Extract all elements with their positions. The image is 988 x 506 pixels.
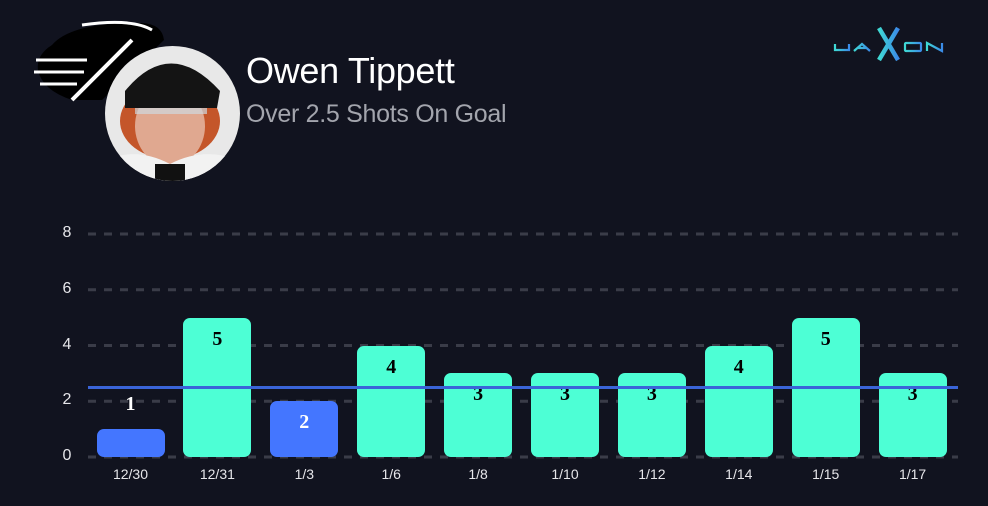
bar-value-label: 4 <box>733 355 744 378</box>
player-name: Owen Tippett <box>246 50 455 91</box>
x-tick-label: 1/6 <box>381 466 401 482</box>
bar-value-label: 3 <box>473 383 484 406</box>
x-tick-label: 1/10 <box>551 466 579 482</box>
bar-1-6 <box>357 345 426 457</box>
bar-value-label: 3 <box>560 383 570 406</box>
x-tick-label: 12/30 <box>112 466 149 482</box>
bar-value-label: 1 <box>125 393 136 416</box>
x-tick-label: 12/31 <box>199 466 235 482</box>
threshold-line <box>88 385 958 389</box>
bar-12-30 <box>96 429 165 457</box>
bar-value-label: 5 <box>820 327 831 350</box>
bar-1-14 <box>704 345 773 457</box>
y-tick-label: 0 <box>62 447 72 464</box>
jaxon-logo-icon <box>833 26 944 62</box>
bar-value-label: 3 <box>646 383 657 406</box>
bar-value-label: 4 <box>386 355 397 378</box>
x-tick-label: 1/3 <box>294 466 315 482</box>
y-tick-label: 4 <box>62 335 72 353</box>
y-tick-label: 8 <box>62 224 72 241</box>
x-tick-label: 1/8 <box>468 466 488 482</box>
x-tick-label: 1/12 <box>638 466 666 482</box>
player-headshot <box>105 46 240 181</box>
x-tick-label: 1/14 <box>725 466 753 482</box>
x-tick-label: 1/17 <box>898 466 927 482</box>
bar-value-label: 3 <box>907 383 918 406</box>
y-tick-label: 2 <box>62 391 72 409</box>
prop-description: Over 2.5 Shots On Goal <box>246 100 507 128</box>
bar-value-label: 2 <box>299 411 310 434</box>
bar-1-3 <box>270 401 339 457</box>
player-avatar <box>30 18 240 183</box>
bar-value-label: 5 <box>212 327 223 350</box>
x-tick-label: 1/15 <box>812 466 840 482</box>
flyers-logo-icon <box>34 20 164 102</box>
y-tick-label: 6 <box>62 279 72 297</box>
